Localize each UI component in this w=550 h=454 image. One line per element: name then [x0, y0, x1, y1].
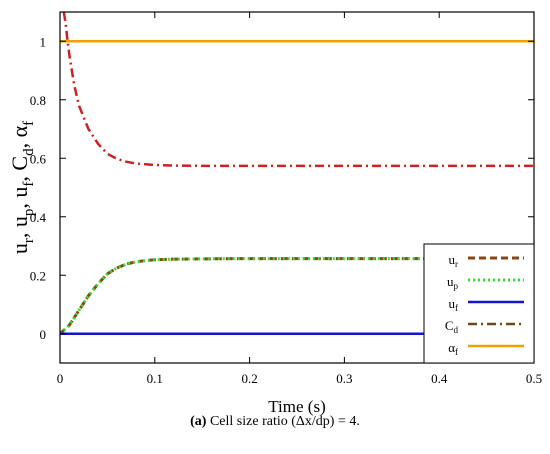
y-label-text: u: [7, 243, 32, 254]
x-axis-label: Time (s): [268, 397, 325, 416]
series-line-up: [60, 257, 534, 335]
y-label-text: , α: [7, 125, 32, 148]
legend-label-uf: uf: [449, 296, 459, 313]
legend-label-sub: f: [455, 347, 458, 357]
y-label-text: , u: [7, 187, 32, 209]
legend-label-main: u: [449, 252, 456, 267]
plot-frame: [59, 11, 535, 364]
caption-label: (a): [190, 414, 207, 429]
legend-label-up: up: [447, 274, 459, 291]
y-tick-label: 0.4: [30, 210, 47, 225]
legend-label-main: α: [448, 340, 455, 355]
x-tick-label: 0: [57, 371, 64, 386]
y-axis-label: ur, up, uf, Cd, αf: [7, 121, 37, 254]
series-line-ur: [60, 257, 534, 335]
legend-label-af: αf: [448, 340, 458, 357]
y-tick-label: 0.2: [30, 268, 46, 283]
y-label-subscript: f: [21, 182, 37, 187]
legend-label-sub: p: [454, 281, 459, 291]
y-label-subscript: f: [21, 121, 37, 126]
legend-label-main: u: [447, 274, 454, 289]
ticks: 0 0.1 0.2 0.3 0.4 0.5 0 0.2 0.4 0.6 0.8 1: [30, 12, 542, 386]
figure-caption: (a) Cell size ratio (Δx/dp) = 4.: [0, 414, 550, 430]
x-tick-label: 0.3: [336, 371, 352, 386]
y-tick-label: 0.6: [30, 151, 47, 166]
caption-text: Cell size ratio (Δx/dp) = 4.: [206, 414, 360, 429]
y-label-subscript: p: [21, 209, 37, 217]
legend-label-main: u: [449, 296, 456, 311]
x-tick-label: 0.5: [526, 371, 542, 386]
legend-box: [423, 243, 535, 364]
y-label-text: , C: [7, 156, 32, 182]
x-tick-label: 0.1: [147, 371, 163, 386]
y-label-subscript: d: [21, 148, 37, 156]
legend-label-sub: r: [455, 259, 458, 269]
legend-label-Cd: Cd: [445, 318, 459, 335]
y-tick-label: 0.8: [30, 93, 46, 108]
x-tick-label: 0.2: [241, 371, 257, 386]
y-label-subscript: r: [21, 238, 37, 243]
x-tick-label: 0.4: [431, 371, 448, 386]
y-tick-label: 0: [40, 327, 47, 342]
legend-label-sub: f: [455, 303, 458, 313]
axes: [59, 11, 535, 364]
y-label-text: , u: [7, 216, 32, 238]
legend-label-main: C: [445, 318, 454, 333]
series-line-Cd: [62, 12, 534, 168]
legend-label-ur: ur: [449, 252, 459, 269]
legend-label-sub: d: [454, 325, 459, 335]
y-tick-label: 1: [40, 34, 47, 49]
